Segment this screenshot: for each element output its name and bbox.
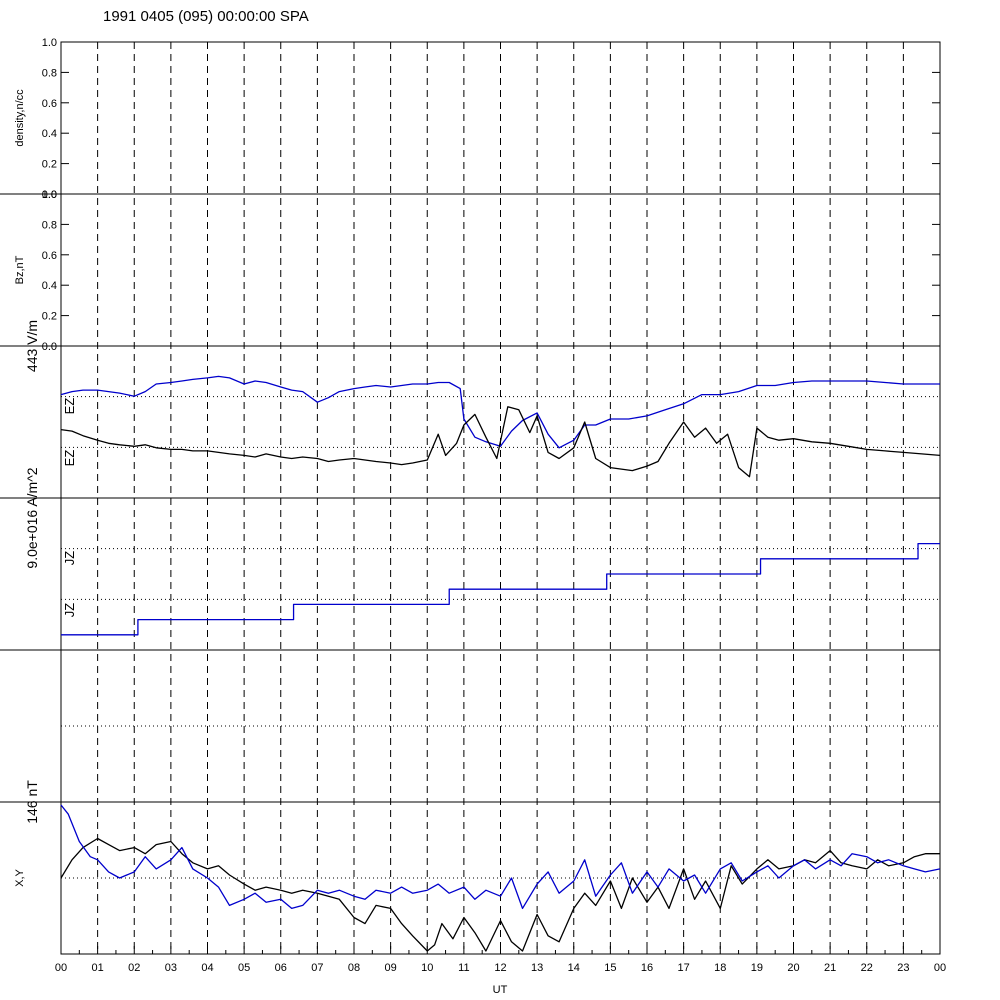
x-tick-label: 16 <box>641 962 653 974</box>
x-tick-label: 23 <box>897 962 909 974</box>
x-tick-label: 11 <box>458 962 469 974</box>
x-tick-label: 02 <box>128 962 140 974</box>
x-tick-label: 01 <box>92 962 104 974</box>
y-tick-label: 0.0 <box>42 189 57 201</box>
x-tick-label: 04 <box>201 962 213 974</box>
y-tick-label: 0.4 <box>42 128 57 140</box>
ez-black-series <box>60 406 941 478</box>
y-axis-label: Bz,nT <box>14 255 26 284</box>
x-tick-label: 22 <box>861 962 873 974</box>
y-tick-label: 0.6 <box>42 98 57 110</box>
x-tick-label: 05 <box>238 962 250 974</box>
x-tick-label: 10 <box>421 962 433 974</box>
y-axis-label: EZ <box>62 450 77 467</box>
x-tick-label: 00 <box>934 962 946 974</box>
y-tick-label: 1.0 <box>42 37 57 49</box>
y-tick-label: 0.8 <box>42 67 57 79</box>
x-tick-label: 18 <box>714 962 726 974</box>
x-tick-label: 00 <box>55 962 67 974</box>
y-tick-label: 0.2 <box>42 159 57 171</box>
time-axis: 00 01 02 03 04 05 06 07 08 09 10 11 12 13 14 15 16 17 18 19… <box>55 946 946 974</box>
y-axis-label: EZ <box>62 398 77 415</box>
y-tick-label: 0.8 <box>42 219 57 231</box>
y-tick-label: 0.4 <box>42 280 57 292</box>
xy-blue-series <box>60 804 941 910</box>
y-tick-label: 0.6 <box>42 250 57 262</box>
x-tick-label: 08 <box>348 962 360 974</box>
x-tick-label: 17 <box>678 962 690 974</box>
y-tick-label: 1.0 <box>42 189 57 201</box>
y-axis-label: JZ <box>62 603 77 618</box>
x-tick-label: 13 <box>531 962 543 974</box>
series <box>60 375 941 952</box>
jz-blue-series <box>61 542 940 636</box>
x-tick-label: 03 <box>165 962 177 974</box>
y-tick-label: 0.0 <box>42 341 57 353</box>
x-tick-label: 12 <box>494 962 506 974</box>
panels: 0.0 0.2 0.4 0.6 0.8 1.0 density,n/cc 0.0 0.2 0.4 0… <box>0 37 941 955</box>
scale-label: 443 V/m <box>24 320 40 372</box>
x-tick-label: 20 <box>787 962 799 974</box>
x-axis-label: UT <box>493 984 508 996</box>
y-axis-label: JZ <box>62 551 77 566</box>
x-tick-label: 09 <box>385 962 397 974</box>
scale-label: 9.0e+016 A/m^2 <box>24 467 40 568</box>
x-tick-label: 21 <box>824 962 836 974</box>
scale-label: 146 nT <box>24 780 40 824</box>
x-tick-label: 14 <box>568 962 580 974</box>
chart-title: 1991 0405 (095) 00:00:00 SPA <box>103 8 309 25</box>
x-tick-label: 07 <box>311 962 323 974</box>
x-tick-label: 06 <box>275 962 287 974</box>
xy-black-series <box>60 837 940 952</box>
x-tick-label: 19 <box>751 962 763 974</box>
y-tick-label: 0.2 <box>42 311 57 323</box>
ez-blue-series <box>60 375 940 449</box>
y-axis-label: density,n/cc <box>14 89 26 147</box>
y-axis-label: X,Y <box>14 868 26 886</box>
x-tick-label: 15 <box>604 962 616 974</box>
